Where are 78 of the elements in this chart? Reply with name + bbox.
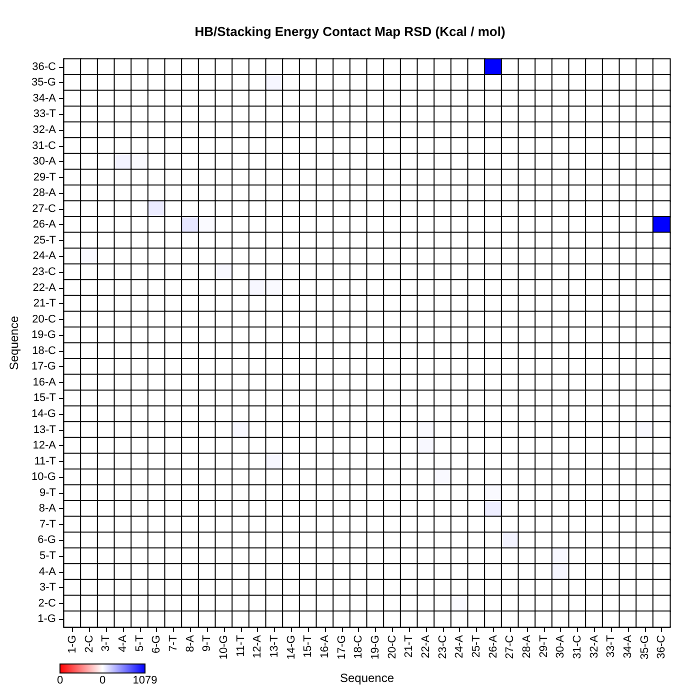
y-tick-label: 9-T — [40, 486, 56, 499]
y-tick-label: 34-A — [32, 92, 57, 104]
y-tick-label: 15-T — [33, 392, 56, 404]
x-tick-label: 12-A — [252, 634, 264, 658]
y-tick-label: 10-G — [32, 471, 56, 484]
y-tick-label: 8-A — [38, 502, 57, 515]
y-tick-label: 24-A — [32, 250, 57, 262]
y-tick-label: 20-C — [32, 313, 56, 326]
x-tick-label: 9-T — [201, 634, 214, 652]
y-tick-label: 11-T — [34, 455, 56, 468]
x-tick-label: 32-A — [588, 634, 600, 658]
y-tick-label: 25-T — [33, 234, 56, 246]
x-tick-label: 24-A — [454, 634, 466, 658]
x-tick-label: 23-C — [436, 634, 449, 659]
x-tick-label: 36-C — [656, 634, 668, 659]
x-tick-label: 16-A — [318, 634, 331, 658]
y-tick-label: 21-T — [33, 298, 56, 310]
y-tick-label: 22-A — [32, 282, 57, 294]
y-tick-label: 27-C — [32, 202, 56, 215]
y-tick-label: 26-A — [32, 218, 57, 231]
y-tick-label: 23-C — [32, 266, 56, 278]
y-tick-label: 36-C — [32, 60, 56, 73]
x-tick-label: 4-A — [116, 634, 129, 652]
y-tick-label: 35-G — [32, 76, 56, 89]
x-axis-title: Sequence — [340, 671, 394, 685]
x-tick-label: 22-A — [420, 634, 432, 658]
y-tick-label: 30-A — [32, 156, 57, 168]
y-tick-label: 17-G — [32, 360, 56, 373]
x-tick-label: 27-C — [504, 634, 516, 659]
x-tick-label: 7-T — [167, 634, 180, 652]
y-tick-label: 29-T — [33, 171, 56, 184]
y-tick-label: 1-G — [38, 613, 56, 626]
x-tick-label: 19-G — [369, 635, 382, 660]
x-tick-label: 17-G — [336, 635, 348, 660]
y-tick-label: 2-C — [38, 597, 56, 610]
x-tick-label: 20-C — [386, 634, 398, 659]
x-tick-label: 3-T — [100, 634, 112, 652]
x-tick-label: 15-T — [302, 634, 314, 658]
y-tick-label: 12-A — [32, 440, 57, 452]
x-tick-label: 33-T — [605, 634, 618, 658]
x-tick-label: 10-G — [218, 635, 230, 660]
y-tick-label: 6-G — [38, 534, 56, 546]
y-tick-label: 16-A — [32, 376, 57, 388]
x-tick-label: 30-A — [554, 634, 567, 658]
chart-title: HB/Stacking Energy Contact Map RSD (Kcal / mol) — [194, 24, 506, 39]
x-tick-label: 6-G — [150, 635, 163, 654]
y-tick-label: 14-G — [32, 408, 56, 420]
color-bar-label: 1079 — [132, 674, 158, 686]
x-tick-label: 25-T — [470, 634, 482, 658]
x-tick-label: 31-C — [571, 634, 584, 659]
y-tick-label: 32-A — [32, 124, 57, 136]
y-tick-label: 28-A — [32, 187, 57, 200]
y-tick-label: 3-T — [40, 582, 56, 594]
x-tick-label: 2-C — [83, 634, 96, 653]
y-tick-label: 13-T — [33, 424, 56, 436]
x-tick-label: 18-C — [352, 634, 365, 659]
x-tick-label: 29-T — [538, 634, 550, 658]
x-tick-label: 35-G — [638, 635, 651, 660]
y-tick-label: 33-T — [33, 108, 56, 120]
y-tick-label: 4-A — [38, 566, 57, 578]
y-tick-label: 5-T — [40, 550, 56, 562]
x-tick-label: 28-A — [520, 634, 533, 658]
y-axis-title: Sequence — [7, 316, 21, 370]
x-tick-label: 11-T — [234, 634, 247, 657]
color-bar-label: 0 — [99, 674, 106, 686]
x-tick-label: 34-A — [622, 634, 634, 658]
text: 0 — [56, 674, 64, 686]
x-tick-label: 26-A — [487, 634, 500, 658]
x-tick-label: 14-G — [285, 635, 298, 660]
x-tick-label: 5-T — [134, 634, 146, 652]
y-tick-label: 19-G — [32, 329, 56, 342]
y-tick-label: 18-C — [32, 344, 56, 357]
x-tick-label: 1-G — [66, 635, 78, 654]
x-tick-label: 13-T — [268, 634, 280, 658]
y-tick-label: 31-C — [32, 140, 56, 152]
x-tick-label: 21-T — [403, 634, 416, 658]
y-tick-label: 7-T — [40, 518, 56, 530]
x-tick-label: 8-A — [184, 634, 196, 652]
